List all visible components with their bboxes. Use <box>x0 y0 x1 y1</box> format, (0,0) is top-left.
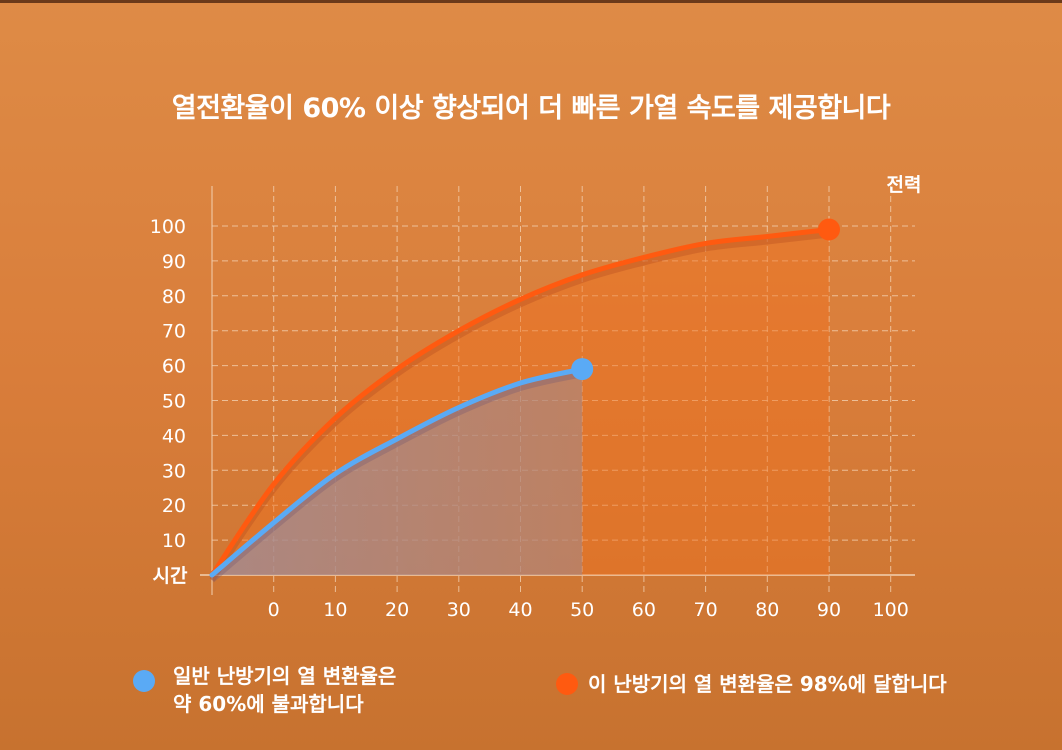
x-tick-label: 0 <box>268 599 280 621</box>
y-tick-label: 70 <box>162 321 186 343</box>
blue-end-point <box>571 358 594 381</box>
x-tick-label: 70 <box>694 599 718 621</box>
legend-blue: 일반 난방기의 열 변환율은 약 60%에 불과합니다 <box>173 662 396 718</box>
legend-blue-line2: 약 60%에 불과합니다 <box>173 692 364 716</box>
legend-blue-line1: 일반 난방기의 열 변환율은 <box>173 664 397 688</box>
y-tick-label: 60 <box>162 356 186 378</box>
y-tick-label: 10 <box>162 530 186 552</box>
legend-orange: 이 난방기의 열 변환율은 98%에 달합니다 <box>588 672 947 696</box>
blue-area <box>212 369 583 575</box>
x-tick-label: 40 <box>508 599 532 621</box>
orange-line <box>209 226 832 578</box>
y-tick-label: 80 <box>162 286 186 308</box>
orange-end-point <box>818 218 840 241</box>
x-tick-label: 60 <box>632 599 656 621</box>
x-axis-label: 시간 <box>153 565 188 587</box>
y-axis-label: 전력 <box>887 174 922 196</box>
y-tick-label: 40 <box>162 425 186 447</box>
x-tick-label: 20 <box>385 599 409 621</box>
orange-line-shadow <box>209 231 830 582</box>
x-tick-label: 100 <box>873 599 909 621</box>
blue-line-shadow <box>210 371 583 583</box>
y-tick-label: 100 <box>150 216 186 238</box>
x-tick-label: 10 <box>323 599 347 621</box>
y-tick-label: 30 <box>162 460 186 482</box>
legend-blue-marker <box>133 670 155 692</box>
legend-orange-marker <box>556 673 578 695</box>
y-tick-label: 20 <box>162 495 186 517</box>
x-tick-label: 90 <box>817 599 841 621</box>
chart-title: 열전환율이 60% 이상 향상되어 더 빠른 가열 속도를 제공합니다 <box>171 93 891 124</box>
x-tick-label: 50 <box>570 599 594 621</box>
x-tick-label: 30 <box>447 599 471 621</box>
y-tick-label: 50 <box>162 391 186 413</box>
blue-line <box>209 366 585 578</box>
y-tick-label: 90 <box>162 251 186 273</box>
x-tick-label: 80 <box>755 599 779 621</box>
top-border <box>0 0 1062 3</box>
